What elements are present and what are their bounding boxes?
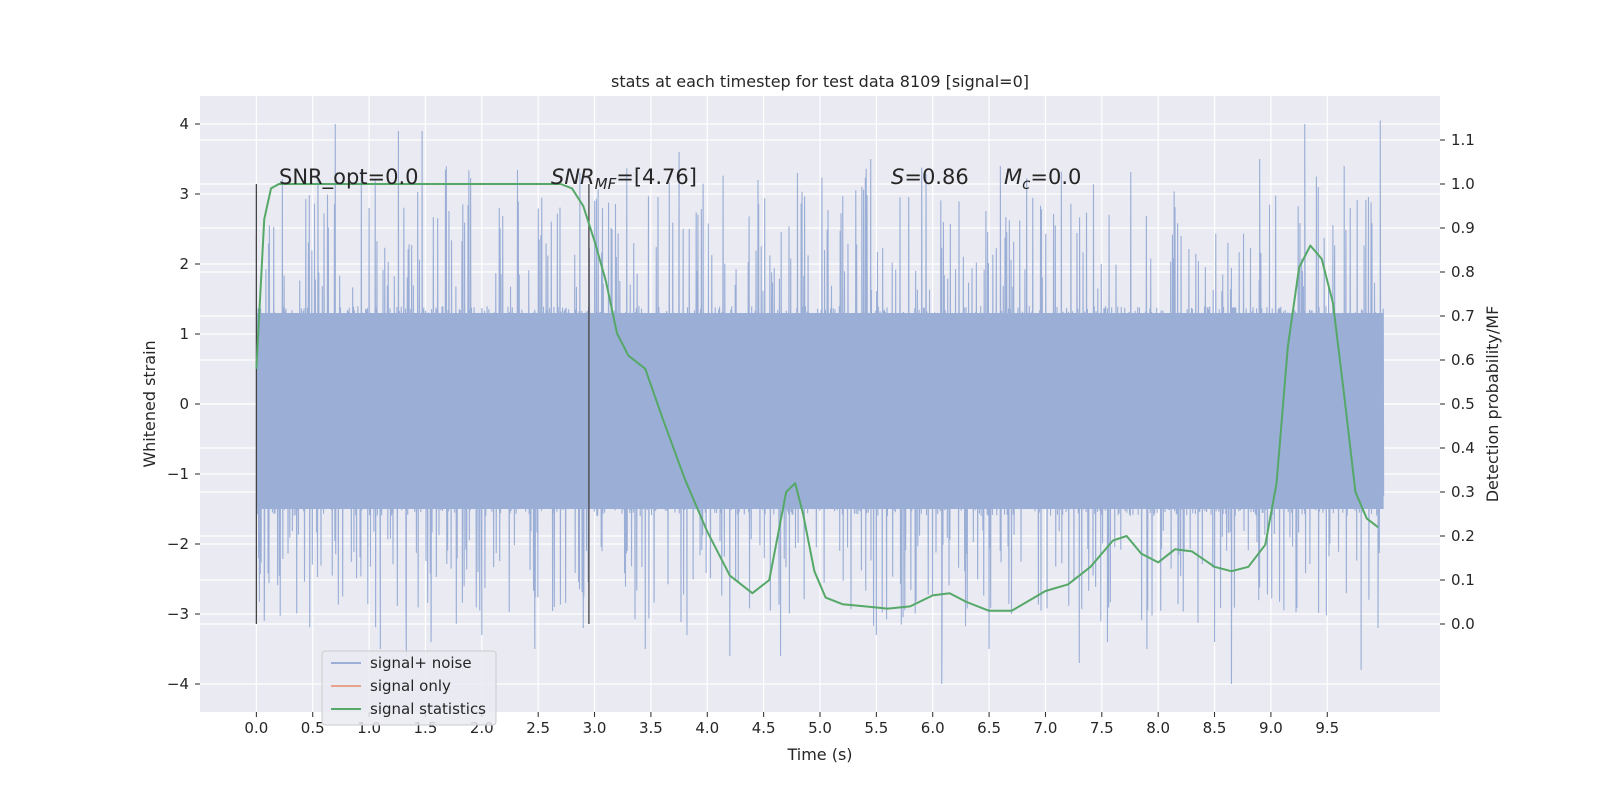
annotation-snr-mf-name: SNR	[551, 165, 595, 189]
x-tick-label: 9.0	[1259, 719, 1283, 737]
y-right-tick-label: 0.2	[1451, 527, 1475, 545]
x-tick-label: 6.5	[977, 719, 1001, 737]
y-right-tick-labels: 1.1 1.0 0.9 0.8 0.7 0.6 0.5 0.4 0.3 0.2 0.1 0.0	[1440, 131, 1475, 633]
x-tick-label: 0.0	[244, 719, 268, 737]
y-left-tick-label: 1	[179, 325, 189, 343]
annotation-s: S=0.86	[891, 165, 969, 189]
y-left-tick-label: 0	[179, 395, 189, 413]
y-left-tick-label: −4	[167, 675, 189, 693]
legend-box	[321, 650, 497, 726]
y-right-tick-label: 0.5	[1451, 395, 1475, 413]
y-right-tick-label: 0.9	[1451, 219, 1475, 237]
x-tick-label: 5.0	[808, 719, 832, 737]
annotation-mc-name: M	[1004, 165, 1022, 189]
chart-title: stats at each timestep for test data 810…	[611, 72, 1029, 91]
x-tick-label: 7.0	[1034, 719, 1058, 737]
annotation-snr-mf: SNRMF=[4.76]	[551, 165, 697, 193]
annotation-s-name: S	[891, 165, 904, 189]
y-right-tick-label: 0.6	[1451, 351, 1475, 369]
x-axis-label: Time (s)	[786, 745, 852, 764]
y-right-tick-label: 0.0	[1451, 615, 1475, 633]
y-right-tick-label: 1.0	[1451, 175, 1475, 193]
x-tick-label: 5.5	[864, 719, 888, 737]
x-tick-label: 6.0	[921, 719, 945, 737]
y-left-tick-label: −3	[167, 605, 189, 623]
x-tick-label: 0.5	[301, 719, 325, 737]
y-right-tick-label: 0.1	[1451, 571, 1475, 589]
x-tick-label: 9.5	[1315, 719, 1339, 737]
y-left-tick-label: 3	[179, 185, 189, 203]
x-tick-label: 7.5	[1090, 719, 1114, 737]
y-right-tick-label: 0.4	[1451, 439, 1475, 457]
x-tick-label: 8.5	[1203, 719, 1227, 737]
legend-label-signal-statistics: signal statistics	[370, 700, 486, 718]
y-left-tick-label: −1	[167, 465, 189, 483]
y-left-tick-label: 2	[179, 255, 189, 273]
annotation-snr-mf-sub: MF	[595, 175, 617, 193]
y-right-tick-label: 1.1	[1451, 131, 1475, 149]
y-right-tick-label: 0.8	[1451, 263, 1475, 281]
x-tick-label: 3.0	[583, 719, 607, 737]
x-tick-label: 4.0	[695, 719, 719, 737]
y-right-axis-label: Detection probability/MF	[1483, 306, 1502, 503]
legend: signal+ noise signal only signal statist…	[321, 650, 497, 726]
annotation-mc-sub: c	[1022, 175, 1031, 193]
y-left-tick-label: −2	[167, 535, 189, 553]
legend-label-signal-noise: signal+ noise	[370, 654, 472, 672]
y-left-tick-label: 4	[179, 115, 189, 133]
x-tick-label: 4.5	[752, 719, 776, 737]
annotation-snr-opt: SNR_opt=0.0	[279, 165, 419, 190]
annotation-mc-value: =0.0	[1030, 165, 1081, 189]
vertical-markers	[255, 184, 590, 624]
signal-statistics-series	[255, 183, 1379, 612]
signal-statistics-line	[255, 183, 1379, 612]
annotation-s-value: =0.86	[904, 165, 968, 189]
y-right-tick-label: 0.7	[1451, 307, 1475, 325]
signal-noise-line	[255, 120, 1385, 685]
x-tick-label: 2.5	[526, 719, 550, 737]
y-left-axis-label: Whitened strain	[140, 340, 159, 467]
y-right-tick-label: 0.3	[1451, 483, 1475, 501]
x-tick-label: 3.5	[639, 719, 663, 737]
signal-noise-series	[255, 120, 1385, 685]
x-tick-label: 8.0	[1146, 719, 1170, 737]
annotation-snr-mf-value: =[4.76]	[616, 165, 697, 189]
annotation-mc: Mc=0.0	[1004, 165, 1081, 193]
x-tick-labels: 0.0 0.5 1.0 1.5 2.0 2.5 3.0 3.5 4.0 4.5 5.0 5.5 6.0 6…	[244, 712, 1339, 737]
y-left-tick-labels: 4 3 2 1 0 −1 −2 −3 −4	[167, 115, 200, 693]
legend-label-signal-only: signal only	[370, 677, 451, 695]
